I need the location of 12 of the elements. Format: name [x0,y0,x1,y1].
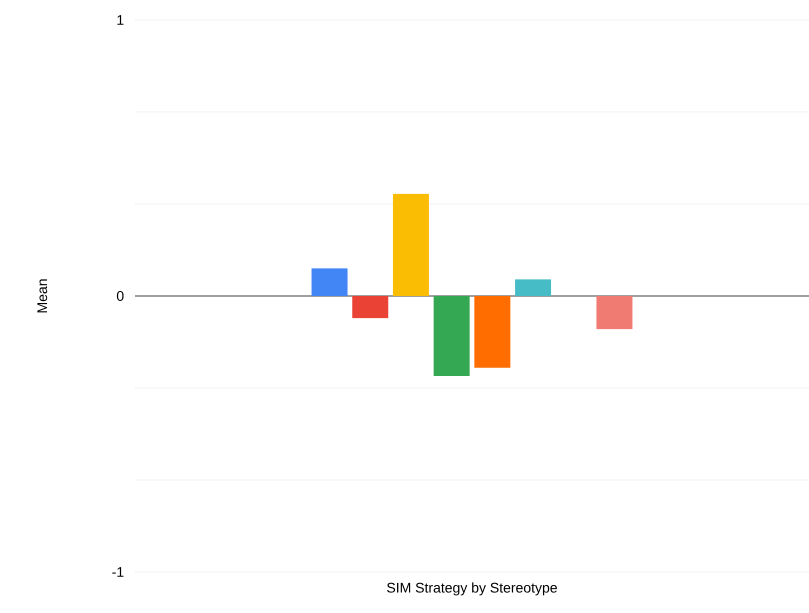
bar [596,296,632,330]
bar [352,296,388,318]
bar [392,194,429,296]
y-tick-label: -1 [112,567,124,577]
y-axis-title: Mean [37,279,48,312]
bar [474,296,510,368]
bar [515,279,552,296]
y-tick-label: 0 [116,291,124,301]
y-tick-label: 1 [117,15,124,25]
x-axis-title: SIM Strategy by Stereotype [387,582,557,596]
bar [312,268,348,296]
bar [434,296,470,376]
